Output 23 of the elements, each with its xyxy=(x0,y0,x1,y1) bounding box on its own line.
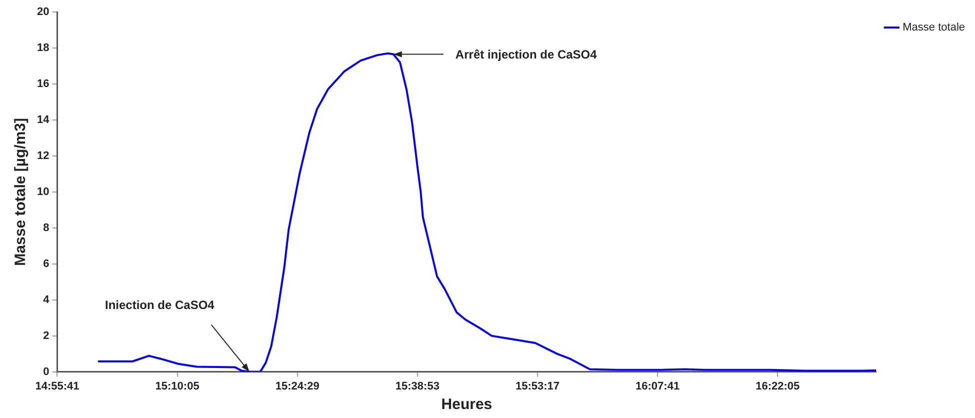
y-tick-label: 14 xyxy=(36,114,50,126)
x-tick-label: 15:38:53 xyxy=(395,380,440,392)
y-tick-label: 2 xyxy=(43,330,50,342)
x-tick-label: 14:55:41 xyxy=(35,380,80,392)
x-tick-label: 15:53:17 xyxy=(515,380,560,392)
y-tick-label: 6 xyxy=(43,258,50,270)
y-tick-label: 0 xyxy=(43,366,50,378)
y-tick-label: 4 xyxy=(43,294,50,306)
y-tick-label: 12 xyxy=(36,150,50,162)
legend-label: Masse totale xyxy=(902,22,966,34)
y-tick-label: 20 xyxy=(36,6,50,18)
x-tick-label: 15:24:29 xyxy=(275,380,320,392)
y-tick-label: 10 xyxy=(36,186,50,198)
x-axis-title: Heures xyxy=(441,396,492,414)
annotation: Iniection de CaSO4 xyxy=(104,298,215,312)
x-tick-label: 16:22:05 xyxy=(756,380,800,392)
y-tick-label: 16 xyxy=(36,78,50,90)
x-tick-label: 16:07:41 xyxy=(636,380,680,392)
y-tick-label: 8 xyxy=(43,222,50,234)
annotation: Arrêt injection de CaSO4 xyxy=(455,47,598,62)
x-tick-label: 15:10:05 xyxy=(155,380,200,392)
y-tick-label: 18 xyxy=(36,42,50,54)
y-axis-title: Masse totale [µg/m3] xyxy=(12,118,30,266)
